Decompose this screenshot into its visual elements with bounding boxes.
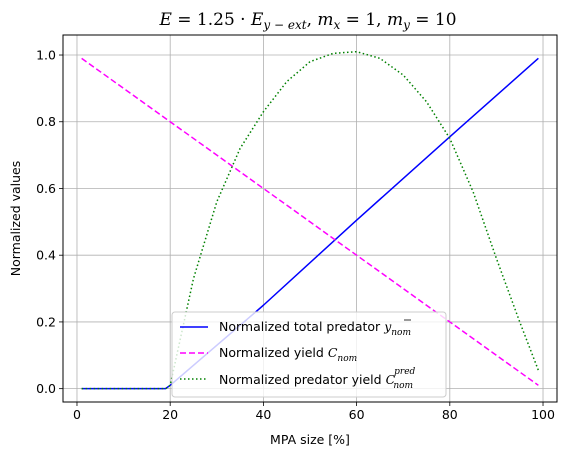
- legend-box: [171, 311, 447, 398]
- y-axis-label: Normalized values: [8, 161, 23, 277]
- title-mx-label: m: [317, 10, 333, 30]
- y-tick-label: 0.2: [36, 314, 56, 329]
- legend-label-0-math: y: [383, 319, 392, 334]
- title-my-label: m: [387, 10, 403, 30]
- y-ticks: 0.0 0.2 0.4 0.6 0.8 1.0: [36, 48, 63, 396]
- title-my-val: = 10: [410, 10, 457, 30]
- chart-title: E = 1.25 · Ey − ext, mx = 1, my = 10: [158, 10, 456, 32]
- plot-frame: [62, 34, 558, 403]
- legend-label-1-text: Normalized yield: [219, 345, 324, 360]
- x-tick-label: 100: [531, 407, 555, 422]
- legend-label-1-sub: nom: [337, 354, 357, 364]
- legend-label-0-sub: nom: [391, 328, 411, 338]
- title-sep-2: ,: [376, 10, 387, 30]
- y-tick-label: 0.6: [36, 181, 56, 196]
- series-line-0: [81, 57, 539, 390]
- legend-label-2-text: Normalized predator yield: [219, 372, 382, 387]
- title-lhs: E: [158, 10, 172, 30]
- legend-label-2: Normalized predator yield Cpred nom: [219, 367, 416, 391]
- title-sep-1: ,: [307, 10, 318, 30]
- y-tick-label: 0.8: [36, 114, 56, 129]
- legend: Normalized total predator ynom Normalized…: [171, 311, 447, 398]
- title-mx-val: = 1: [340, 10, 376, 30]
- x-tick-label: 60: [349, 407, 365, 422]
- legend-label-0-text: Normalized total predator: [219, 319, 381, 334]
- legend-label-0: Normalized total predator ynom: [219, 319, 411, 338]
- x-tick-label: 40: [255, 407, 271, 422]
- x-tick-label: 80: [442, 407, 458, 422]
- title-my-sub: y: [402, 18, 410, 32]
- legend-label-2-math: C: [386, 372, 396, 387]
- x-tick-label: 0: [73, 407, 81, 422]
- title-base: E: [250, 10, 264, 30]
- x-axis-label: MPA size [%]: [270, 432, 350, 447]
- series-line-1: [81, 57, 539, 386]
- x-ticks: 0 20 40 60 80 100: [73, 402, 555, 422]
- legend-label-1: Normalized yield Cnom: [219, 345, 357, 364]
- series-layer: [81, 50, 540, 390]
- legend-label-1-math: C: [328, 345, 338, 360]
- title-mx-sub: x: [334, 18, 341, 32]
- legend-label-2-sub: nom: [393, 381, 413, 391]
- y-tick-label: 1.0: [36, 48, 56, 63]
- x-tick-label: 20: [162, 407, 178, 422]
- y-tick-label: 0.4: [36, 248, 56, 263]
- y-tick-label: 0.0: [36, 381, 56, 396]
- title-eq: = 1.25 ·: [172, 10, 251, 30]
- title-sub: y − ext: [262, 18, 306, 32]
- legend-label-2-sup: pred: [394, 367, 415, 377]
